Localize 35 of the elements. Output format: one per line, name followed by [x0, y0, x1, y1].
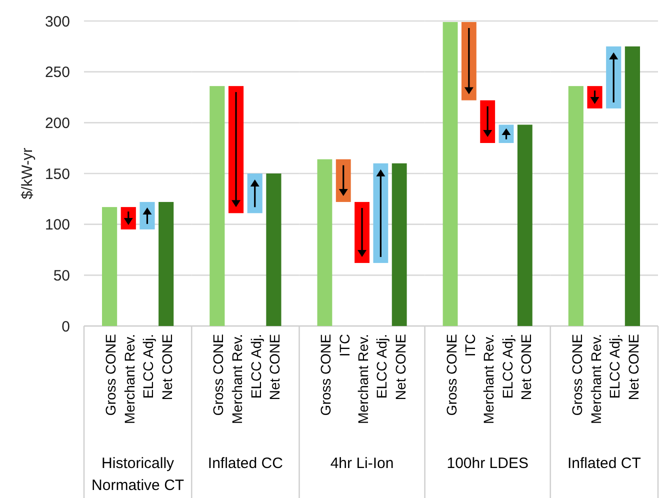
x-axis-title: 100hr LDES [446, 455, 528, 472]
x-tick-label: ELCC Adj. [499, 334, 516, 399]
x-tick-label: Merchant Rev. [480, 334, 497, 424]
y-tick-label: 300 [44, 13, 70, 30]
y-tick-label: 0 [62, 318, 70, 336]
x-tick-label: Net CONE [625, 334, 642, 400]
x-tick-label: Net CONE [266, 334, 283, 400]
x-axis-title: 4hr Li-Ion [330, 455, 394, 472]
x-tick-label: ITC [462, 334, 478, 357]
x-tick-label: Net CONE [159, 334, 176, 400]
x-axis-title: Inflated CC [208, 455, 284, 472]
x-axis-title: Inflated CT [568, 455, 641, 472]
x-tick-label: Gross CONE [443, 334, 460, 416]
x-tick-label: ELCC Adj. [374, 334, 390, 399]
x-tick-label: Merchant Rev. [121, 334, 138, 424]
x-tick-label: Merchant Rev. [355, 334, 372, 424]
y-tick-label: 150 [44, 166, 70, 183]
x-tick-label: Net CONE [392, 334, 408, 400]
y-axis-title: $/kW-yr [19, 148, 36, 200]
x-tick-label: Merchant Rev. [229, 334, 246, 424]
x-axis-title: Historically Normative CT [92, 455, 184, 494]
x-tick-label: ELCC Adj. [248, 334, 264, 399]
y-tick-label: 200 [44, 114, 70, 132]
x-tick-label: Merchant Rev. [588, 334, 604, 424]
y-tick-label: 250 [44, 64, 70, 82]
x-tick-label: Gross CONE [318, 334, 334, 416]
x-tick-label: Gross CONE [568, 334, 585, 416]
y-tick-label: 50 [53, 267, 70, 284]
x-tick-label: Gross CONE [102, 334, 119, 416]
x-tick-label: ELCC Adj. [606, 334, 623, 399]
x-tick-label: ITC [336, 334, 352, 357]
y-tick-label: 100 [44, 216, 70, 234]
x-tick-label: Gross CONE [210, 334, 226, 416]
x-tick-label: Net CONE [518, 334, 534, 400]
x-tick-label: ELCC Adj. [140, 334, 156, 399]
